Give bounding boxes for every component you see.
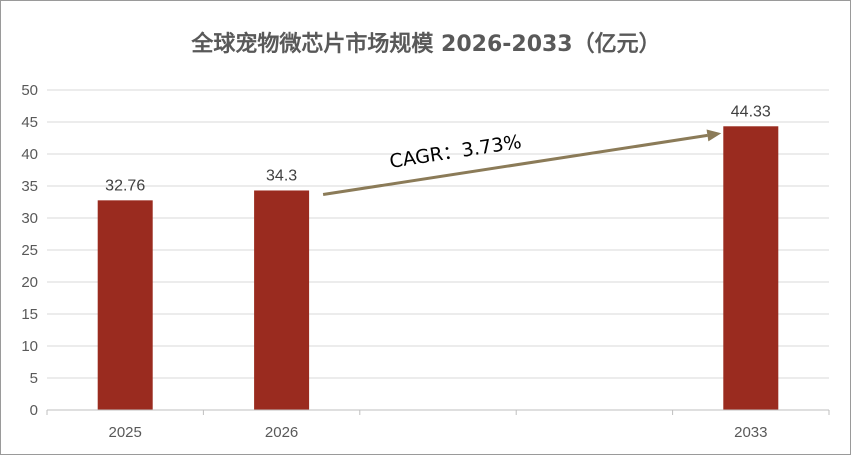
cagr-arrow-head-icon bbox=[706, 129, 722, 142]
x-tick-label-2025: 2025 bbox=[109, 424, 142, 441]
y-tick-label: 5 bbox=[30, 370, 38, 387]
y-axis-ticks: 0 5 10 15 20 25 30 35 40 45 50 bbox=[21, 82, 38, 419]
bars bbox=[97, 126, 779, 411]
chart-title: 全球宠物微芯片市场规模 2026-2033（亿元） bbox=[190, 31, 660, 57]
y-tick-label: 35 bbox=[21, 178, 38, 195]
x-axis: 2025 2026 2033 bbox=[46, 409, 830, 441]
y-tick-label: 20 bbox=[21, 274, 38, 291]
y-tick-label: 45 bbox=[21, 114, 38, 131]
cagr-annotation: CAGR：3.73% bbox=[322, 129, 722, 196]
y-tick-label: 40 bbox=[21, 146, 38, 163]
cagr-arrow-line bbox=[322, 133, 708, 196]
x-tick-label-2033: 2033 bbox=[734, 424, 767, 441]
data-label-2026: 34.3 bbox=[266, 167, 297, 184]
y-tick-label: 25 bbox=[21, 242, 38, 259]
x-tick-label-2026: 2026 bbox=[265, 424, 298, 441]
data-labels: 32.76 34.3 44.33 bbox=[105, 103, 771, 194]
bar-2033 bbox=[723, 126, 779, 411]
y-tick-label: 10 bbox=[21, 338, 38, 355]
gridlines bbox=[47, 89, 829, 379]
bar-2025 bbox=[97, 200, 153, 410]
data-label-2033: 44.33 bbox=[731, 103, 771, 120]
y-tick-label: 15 bbox=[21, 306, 38, 323]
y-tick-label: 30 bbox=[21, 210, 38, 227]
y-tick-label: 50 bbox=[21, 82, 38, 99]
y-tick-label: 0 bbox=[30, 402, 38, 419]
data-label-2025: 32.76 bbox=[105, 177, 145, 194]
bar-2026 bbox=[254, 190, 310, 410]
